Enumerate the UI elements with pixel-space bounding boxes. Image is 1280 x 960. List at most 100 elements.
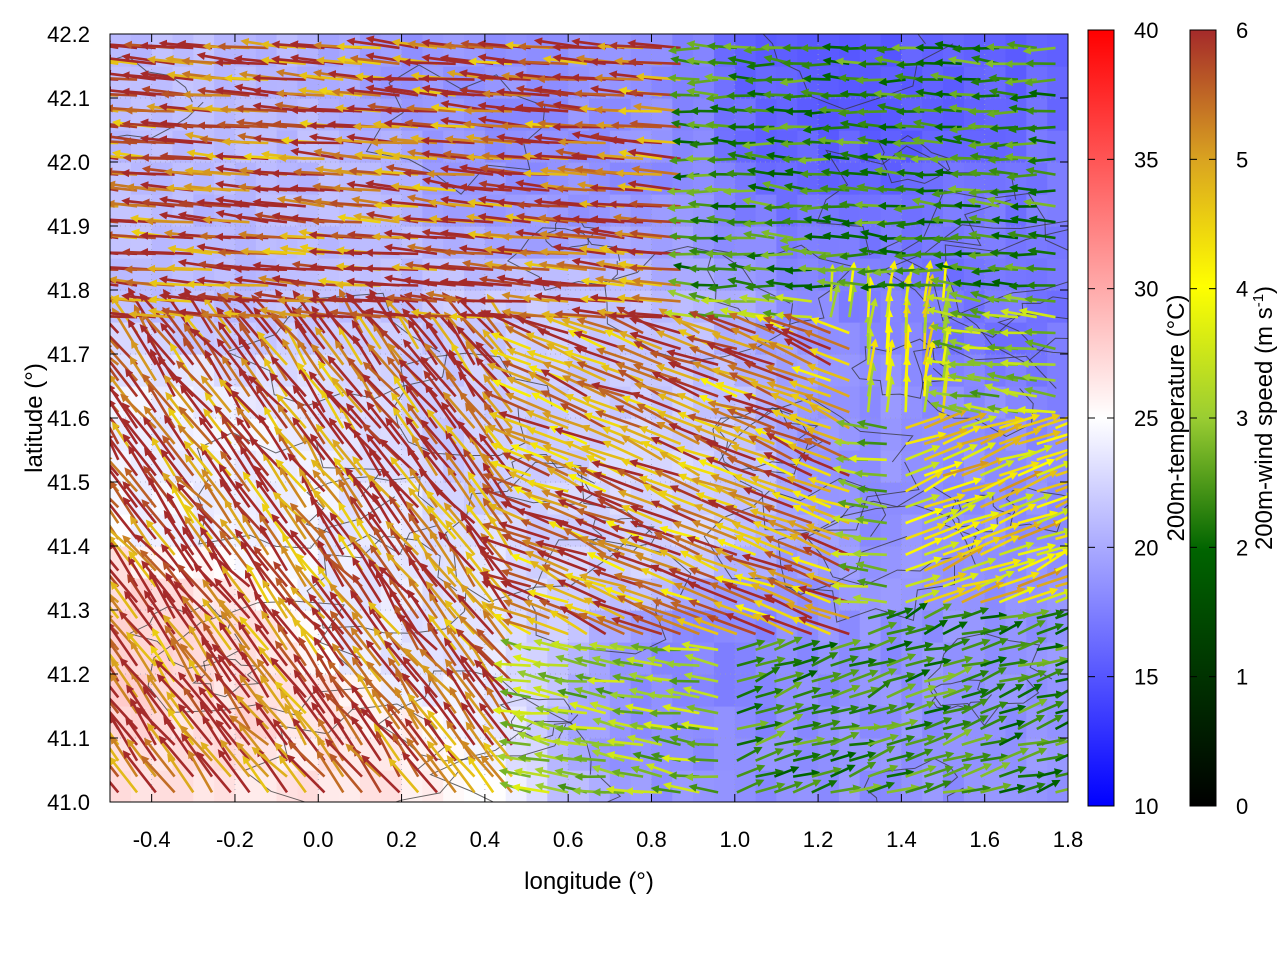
temperature-cell — [151, 770, 174, 802]
temperature-cell — [1005, 34, 1027, 67]
wind-vector — [819, 202, 850, 212]
x-tick-label: 1.4 — [886, 827, 917, 852]
temperature-cell — [880, 290, 902, 323]
wind-vector — [876, 219, 906, 229]
wind-vector — [1023, 328, 1056, 337]
temperature-cell — [838, 322, 861, 355]
wind-colorbar-tick-label: 2 — [1236, 535, 1248, 560]
wind-vector — [690, 280, 719, 290]
temperature-cell — [297, 770, 319, 802]
wind-vector — [742, 263, 775, 273]
wind-vector — [911, 105, 944, 114]
wind-colorbar-tick-label: 1 — [1236, 665, 1248, 690]
y-tick-label: 41.1 — [47, 726, 90, 751]
temperature-cell — [651, 642, 673, 675]
temperature-cell — [505, 738, 528, 771]
wind-vector — [553, 676, 587, 686]
wind-vector — [949, 232, 981, 242]
temperature-cell — [255, 610, 278, 643]
wind-vector — [668, 676, 700, 686]
temperature-cell — [880, 386, 902, 419]
wind-vector — [895, 60, 925, 69]
wind-vector — [782, 92, 812, 102]
wind-vector — [779, 122, 812, 131]
wind-vector — [932, 201, 962, 210]
temperature-cell — [1047, 130, 1068, 163]
wind-vector — [463, 106, 512, 115]
wind-vector — [252, 74, 306, 83]
temperature-cell — [172, 706, 194, 739]
wind-vector — [832, 597, 869, 606]
temperature-cell — [193, 770, 215, 802]
wind-vector — [947, 185, 981, 194]
wind-vector — [500, 232, 550, 242]
wind-vector — [784, 281, 812, 291]
y-tick-label: 41.0 — [47, 790, 90, 815]
wind-vector — [221, 280, 269, 289]
y-tick-label: 41.4 — [47, 534, 90, 559]
wind-vector — [665, 659, 700, 669]
temperature-cell — [838, 354, 861, 387]
wind-vector — [765, 264, 794, 273]
wind-vector — [722, 187, 756, 196]
temperature-colorbar-tick-label: 35 — [1134, 147, 1158, 172]
wind-vector — [835, 137, 869, 147]
wind-vector — [951, 44, 981, 53]
wind-label-main: 200m-wind speed (m s — [1251, 307, 1278, 550]
wind-vector — [820, 91, 850, 101]
wind-vector — [932, 250, 962, 259]
temperature-cell — [172, 770, 194, 802]
temperature-colorbar-tick-label: 10 — [1134, 794, 1158, 819]
wind-vector — [369, 138, 419, 147]
temperature-cell — [963, 386, 986, 419]
wind-vector — [514, 137, 569, 146]
wind-vector — [615, 169, 662, 178]
wind-vector — [166, 263, 213, 273]
wind-vector — [532, 660, 569, 669]
temperature-cell — [651, 674, 673, 707]
wind-vector — [853, 218, 887, 227]
wind-vector — [762, 90, 794, 99]
wind-vector — [953, 201, 981, 210]
x-tick-label: -0.2 — [216, 827, 254, 852]
wind-vector — [819, 184, 850, 193]
wind-vector — [989, 248, 1019, 258]
wind-vector — [818, 105, 850, 115]
wind-vector — [627, 58, 681, 67]
wind-vector — [124, 106, 175, 115]
wind-vector — [687, 755, 719, 764]
wind-colorbar-tick-label: 0 — [1236, 794, 1248, 819]
wind-vector — [971, 92, 1000, 101]
wind-vector — [686, 739, 719, 749]
wind-vector — [685, 171, 719, 180]
temperature-cell — [651, 194, 673, 227]
temperature-cell — [630, 738, 653, 771]
wind-vector — [429, 121, 475, 130]
temperature-cell — [235, 450, 257, 483]
wind-vector — [821, 42, 850, 52]
temperature-cell — [443, 770, 465, 802]
x-tick-label: -0.4 — [133, 827, 171, 852]
temperature-cell — [339, 578, 361, 611]
temperature-cell — [255, 706, 278, 739]
wind-vector — [799, 169, 831, 179]
temperature-cell — [901, 354, 923, 387]
x-tick-label: 1.8 — [1053, 827, 1084, 852]
wind-vector — [1026, 124, 1056, 133]
temperature-cell — [359, 770, 382, 802]
wind-vector — [515, 200, 569, 210]
wind-vector — [766, 169, 794, 178]
temperature-colorbar-tick-label: 40 — [1134, 18, 1158, 43]
wind-vector — [477, 296, 531, 305]
wind-vector — [668, 90, 700, 100]
temperature-cell — [922, 418, 944, 451]
wind-vector — [840, 168, 869, 178]
temperature-cell — [1047, 34, 1068, 67]
wind-vector — [801, 137, 831, 147]
x-tick-label: 0.4 — [470, 827, 501, 852]
wind-vector — [671, 137, 700, 146]
temperature-cell — [589, 770, 611, 802]
wind-vector — [948, 90, 981, 99]
wind-vector — [828, 263, 837, 302]
x-tick-label: 0.2 — [386, 827, 417, 852]
